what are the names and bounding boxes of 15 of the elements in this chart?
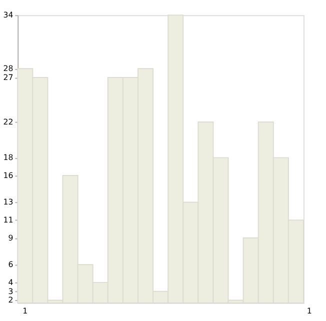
y-tick-label: 11 [3, 216, 14, 225]
y-tick-label: 34 [3, 10, 14, 20]
y-tick-label: 3 [8, 286, 14, 296]
text: 1 [306, 306, 312, 316]
y-tick-label: 2 [8, 296, 14, 305]
y-tick-label: 16 [3, 170, 14, 180]
y-tick-label: 27 [3, 72, 14, 82]
y-tick-label: 9 [8, 233, 14, 242]
y-tick-label: 28 [3, 64, 14, 74]
y-tick-label: 18 [3, 153, 14, 162]
y-tick-label: 13 [3, 198, 14, 207]
y-tick-label: 6 [8, 260, 14, 270]
y-tick-label: 22 [3, 118, 14, 126]
text: 1 [22, 306, 28, 316]
y-tick-label: 4 [8, 278, 14, 287]
